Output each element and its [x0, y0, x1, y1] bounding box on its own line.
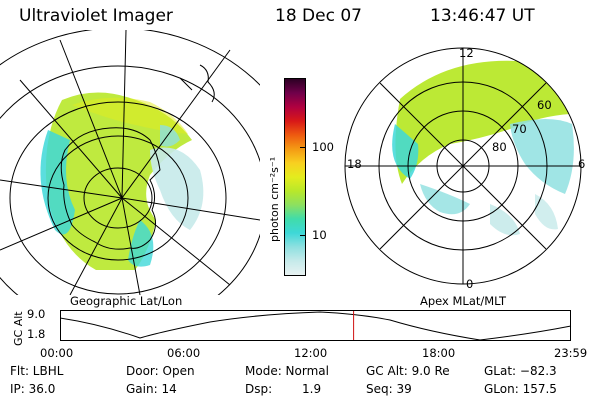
ip-status: IP: 36.0 — [10, 382, 56, 396]
mlt-label-0: 0 — [466, 277, 474, 291]
colorbar-tick-mark-10 — [300, 235, 305, 236]
colorbar-tick-100: 100 — [312, 140, 334, 154]
altitude-plot — [60, 310, 572, 341]
altitude-axis-label: GC Alt — [12, 311, 25, 346]
mlat-label-80: 80 — [492, 140, 507, 154]
mlt-label-18: 18 — [347, 157, 362, 171]
time-tick-4: 23:59 — [554, 346, 588, 360]
colorbar-tick-10: 10 — [312, 228, 327, 242]
altitude-tick-low: 1.8 — [27, 327, 46, 341]
mlat-label-70: 70 — [512, 122, 527, 136]
time-tick-3: 18:00 — [422, 346, 456, 360]
time-tick-0: 00:00 — [40, 346, 74, 360]
altitude-tick-high: 9.0 — [27, 307, 46, 321]
geographic-caption: Geographic Lat/Lon — [70, 294, 183, 308]
date-label: 18 Dec 07 — [275, 6, 362, 26]
door-status: Door: Open — [126, 364, 195, 378]
time-tick-2: 12:00 — [294, 346, 328, 360]
colorbar-tick-mark-100 — [300, 147, 305, 148]
filter-status: Flt: LBHL — [10, 364, 64, 378]
colorbar-gradient — [285, 79, 305, 275]
geographic-map — [0, 30, 260, 295]
instrument-title: Ultraviolet Imager — [19, 6, 173, 26]
dsp-value: 1.9 — [302, 382, 322, 396]
gain-status: Gain: 14 — [126, 382, 177, 396]
magnetic-polar-map — [344, 47, 582, 285]
dsp-label: Dsp: — [245, 382, 273, 396]
aurora-emission-right — [392, 60, 574, 236]
glon-status: GLon: 157.5 — [484, 382, 557, 396]
altitude-curve — [60, 311, 572, 341]
glat-status: GLat: −82.3 — [484, 364, 557, 378]
mlt-label-12: 12 — [459, 46, 474, 60]
colorbar-frame — [284, 78, 306, 276]
seq-status: Seq: 39 — [366, 382, 412, 396]
coastline — [60, 127, 161, 250]
time-tick-1: 06:00 — [167, 346, 201, 360]
mlt-label-6: 6 — [578, 157, 586, 171]
apex-caption: Apex MLat/MLT — [420, 294, 507, 308]
gc-alt-status: GC Alt: 9.0 Re — [366, 364, 450, 378]
colorbar-unit-label: photon cm⁻²s⁻¹ — [268, 156, 281, 242]
time-label: 13:46:47 UT — [430, 6, 535, 26]
mlat-label-60: 60 — [537, 98, 552, 112]
mode-status: Mode: Normal — [245, 364, 329, 378]
